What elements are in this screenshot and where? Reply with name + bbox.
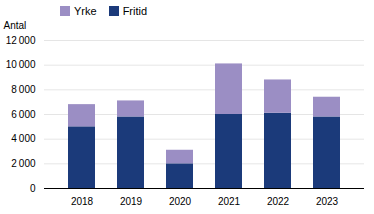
svg-text:2 000: 2 000 — [11, 158, 36, 169]
svg-text:2021: 2021 — [218, 196, 241, 207]
svg-text:12 000: 12 000 — [6, 35, 36, 46]
svg-text:Antal: Antal — [4, 20, 27, 31]
html-text:Yrke: Yrke — [74, 5, 97, 17]
svg-text:6 000: 6 000 — [11, 109, 36, 120]
svg-text:2019: 2019 — [120, 196, 143, 207]
svg-text:0: 0 — [30, 183, 36, 194]
html-text:Fritid: Fritid — [122, 5, 148, 17]
svg-text:2020: 2020 — [169, 196, 192, 207]
svg-text:2023: 2023 — [316, 196, 339, 207]
svg-text:4 000: 4 000 — [11, 133, 36, 144]
svg-text:2018: 2018 — [71, 196, 94, 207]
svg-text:10 000: 10 000 — [6, 59, 36, 70]
svg-text:8 000: 8 000 — [11, 84, 36, 95]
svg-text:2022: 2022 — [267, 196, 290, 207]
